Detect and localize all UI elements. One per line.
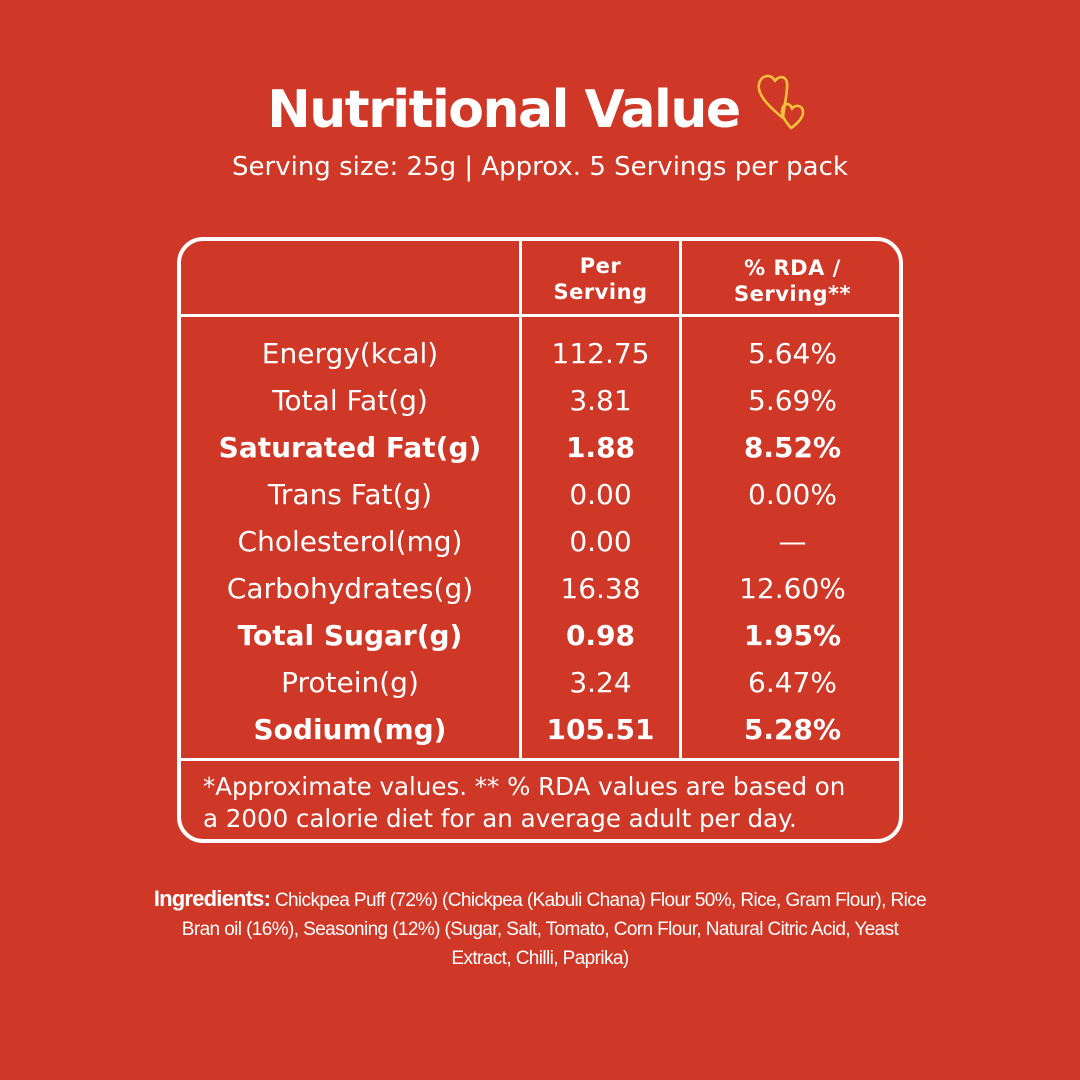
nutrient-name: Total Fat(g) [272,384,428,417]
table-row: Trans Fat(g) 0.00 0.00% [181,472,903,518]
table-row: Saturated Fat(g) 1.88 8.52% [181,425,903,471]
nutrient-name: Sodium(mg) [253,713,447,746]
nutrient-name: Energy(kcal) [261,337,439,370]
nutrient-name: Total Sugar(g) [237,619,463,652]
rda-header-line1: % RDA / [744,256,841,280]
footnote: *Approximate values. ** % RDA values are… [203,771,893,835]
rda-header-line2: Serving** [733,282,852,306]
table-row: Energy(kcal) 112.75 5.64% [181,331,903,377]
nutrient-name: Cholesterol(mg) [237,525,463,558]
per-serving-value: 1.88 [565,431,636,464]
footnote-line2: a 2000 calorie diet for an average adult… [203,804,797,833]
serving-info: Serving size: 25g | Approx. 5 Servings p… [232,152,848,182]
footnote-divider [181,758,903,761]
rda-value: 5.69% [748,384,837,417]
footnote-line1: *Approximate values. ** % RDA values are… [203,772,846,801]
rda-value: — [778,525,807,558]
column-divider [519,241,522,758]
table-row: Protein(g) 3.24 6.47% [181,660,903,706]
ingredients-text: Chickpea Puff (72%) (Chickpea (Kabuli Ch… [181,890,927,969]
rda-header: % RDA / Serving** [682,255,903,307]
per-serving-header-line2: Serving [553,280,648,304]
per-serving-header: Per Serving [522,253,679,305]
column-divider [679,241,682,758]
table-row: Sodium(mg) 105.51 5.28% [181,707,903,753]
per-serving-value: 0.98 [565,619,636,652]
table-row: Carbohydrates(g) 16.38 12.60% [181,566,903,612]
table-row: Total Fat(g) 3.81 5.69% [181,378,903,424]
ingredients-label: Ingredients: [153,886,271,911]
nutrient-name: Saturated Fat(g) [218,431,482,464]
rda-value: 5.28% [743,713,842,746]
nutrient-name: Carbohydrates(g) [226,572,474,605]
table-row: Total Sugar(g) 0.98 1.95% [181,613,903,659]
per-serving-value: 3.81 [569,384,632,417]
rda-value: 0.00% [748,478,837,511]
page-title: Nutritional Value [267,80,741,140]
rda-value: 6.47% [748,666,837,699]
per-serving-value: 0.00 [569,478,632,511]
nutrition-table: Per Serving % RDA / Serving** Energy(kca… [177,237,903,843]
rda-value: 5.64% [748,337,837,370]
nutrient-name: Protein(g) [281,666,419,699]
rda-value: 1.95% [743,619,842,652]
per-serving-value: 112.75 [551,337,650,370]
rda-value: 8.52% [743,431,842,464]
per-serving-value: 0.00 [569,525,632,558]
per-serving-value: 3.24 [569,666,632,699]
per-serving-value: 105.51 [546,713,655,746]
ingredients: Ingredients: Chickpea Puff (72%) (Chickp… [150,884,930,973]
table-row: Cholesterol(mg) 0.00 — [181,519,903,565]
per-serving-header-line1: Per [579,254,622,278]
hearts-icon [757,74,805,130]
header-divider [181,314,903,317]
nutrient-name: Trans Fat(g) [267,478,433,511]
title-wrap: Nutritional Value [0,74,1080,142]
per-serving-value: 16.38 [560,572,641,605]
rda-value: 12.60% [739,572,846,605]
